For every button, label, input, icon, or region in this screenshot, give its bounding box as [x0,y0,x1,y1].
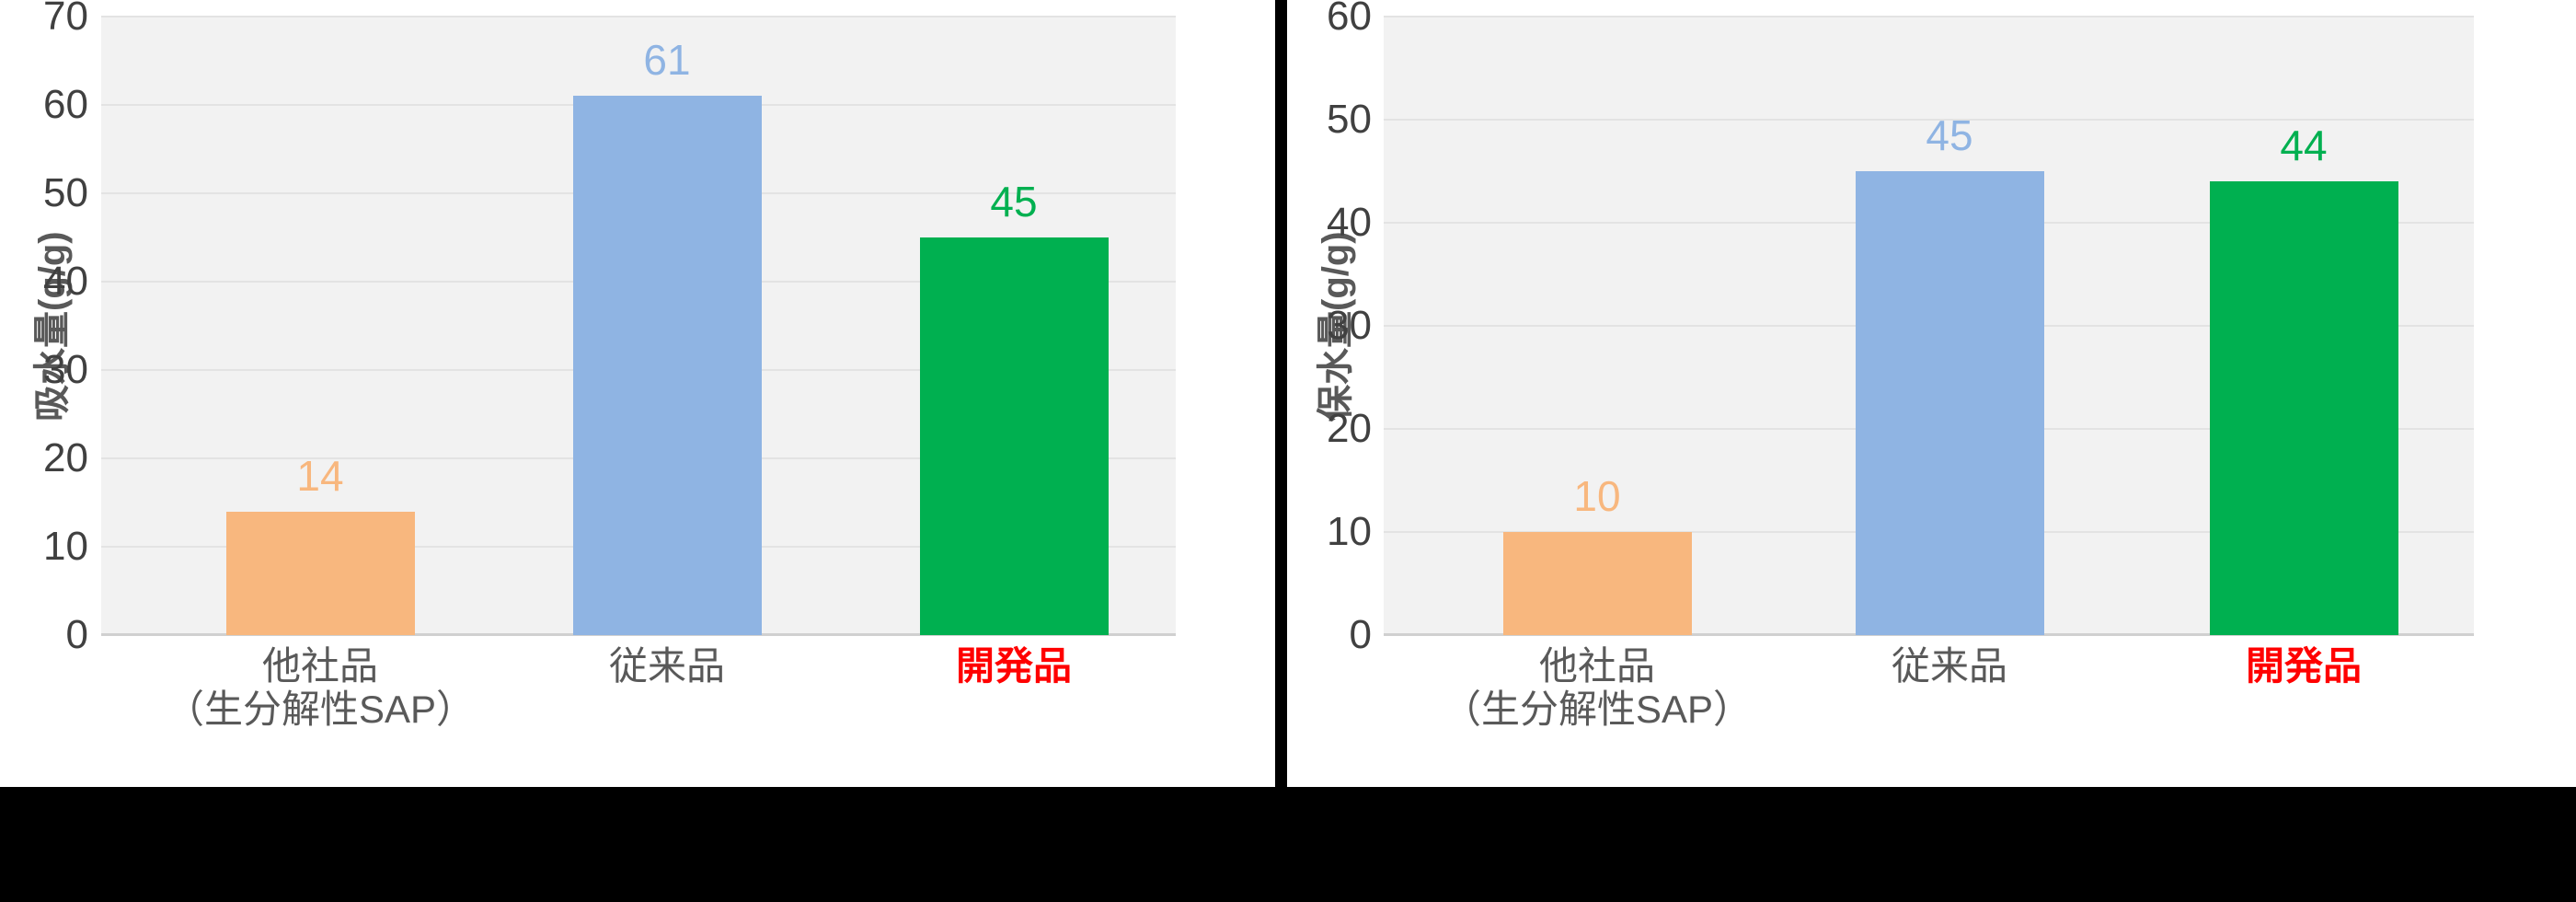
x-axis-category-label: 従来品 [1892,644,2007,688]
category-label-line: 従来品 [1891,644,2008,688]
bar-value-label: 61 [643,36,691,85]
y-axis-tick-label: 50 [1327,97,1372,142]
bar-value-label: 44 [2280,121,2328,170]
y-axis-tick-label: 30 [1327,303,1372,348]
bar-value-label: 45 [1926,111,1973,159]
bar[interactable] [1502,532,1692,635]
x-axis-category-label: 開発品 [2246,644,2362,688]
bar[interactable] [919,237,1109,635]
y-axis-tick-label: 60 [1327,0,1372,39]
y-axis-ticks-absorption: 0 10 20 30 40 50 60 70 [0,0,88,788]
y-axis-tick-label: 0 [65,612,88,657]
y-axis-tick-label: 10 [1327,509,1372,554]
chart-panel-retention: 保水量(g/g) 0 10 20 30 40 50 60 10 45 44 他社品 （生分解性SA… [1287,0,2576,788]
y-axis-tick-label: 30 [43,347,88,392]
plot-area-absorption [101,16,1176,636]
y-axis-tick-label: 50 [43,170,88,215]
category-label-line: 開発品 [955,644,1073,688]
bar[interactable] [1855,171,2044,635]
footer-black-band [0,787,2576,902]
bar-chart-absorption: 吸水量(g/g) 0 10 20 30 40 50 60 70 14 61 45 他社品 （生分解性… [0,0,1275,788]
panel-divider [1275,0,1287,788]
category-label-line: 他社品 [261,644,379,688]
category-label-line: 従来品 [608,644,726,688]
bar-value-label: 45 [990,178,1038,226]
gridline [101,16,1176,17]
x-axis-category-label: 開発品 [956,644,1072,688]
bar[interactable] [2209,181,2398,635]
category-label-line: （生分解性SAP） [165,688,476,732]
y-axis-tick-label: 20 [43,435,88,480]
chart-panel-absorption: 吸水量(g/g) 0 10 20 30 40 50 60 70 14 61 45 他社品 （生分解性… [0,0,1275,788]
bar-value-label: 14 [296,451,344,500]
x-axis-category-label: 他社品 （生分解性SAP） [166,644,475,731]
bar[interactable] [225,511,415,635]
category-label-line: 開発品 [2245,644,2363,688]
x-axis-category-label: 他社品 （生分解性SAP） [1443,644,1752,731]
category-label-line: （生分解性SAP） [1442,688,1753,732]
y-axis-tick-label: 70 [43,0,88,39]
bar-value-label: 10 [1573,472,1621,520]
plot-area-retention [1384,16,2474,636]
gridline [1384,119,2474,121]
category-label-line: 他社品 [1538,644,1656,688]
gridline [1384,16,2474,17]
y-axis-ticks-retention: 0 10 20 30 40 50 60 [1287,0,1372,788]
bar[interactable] [572,96,762,635]
x-axis-category-label: 従来品 [609,644,725,688]
y-axis-tick-label: 10 [43,524,88,569]
y-axis-tick-label: 60 [43,82,88,127]
y-axis-tick-label: 0 [1349,612,1372,657]
bar-chart-retention: 保水量(g/g) 0 10 20 30 40 50 60 10 45 44 他社品 （生分解性SA… [1287,0,2576,788]
y-axis-tick-label: 40 [1327,200,1372,245]
y-axis-tick-label: 40 [43,259,88,304]
y-axis-tick-label: 20 [1327,406,1372,451]
